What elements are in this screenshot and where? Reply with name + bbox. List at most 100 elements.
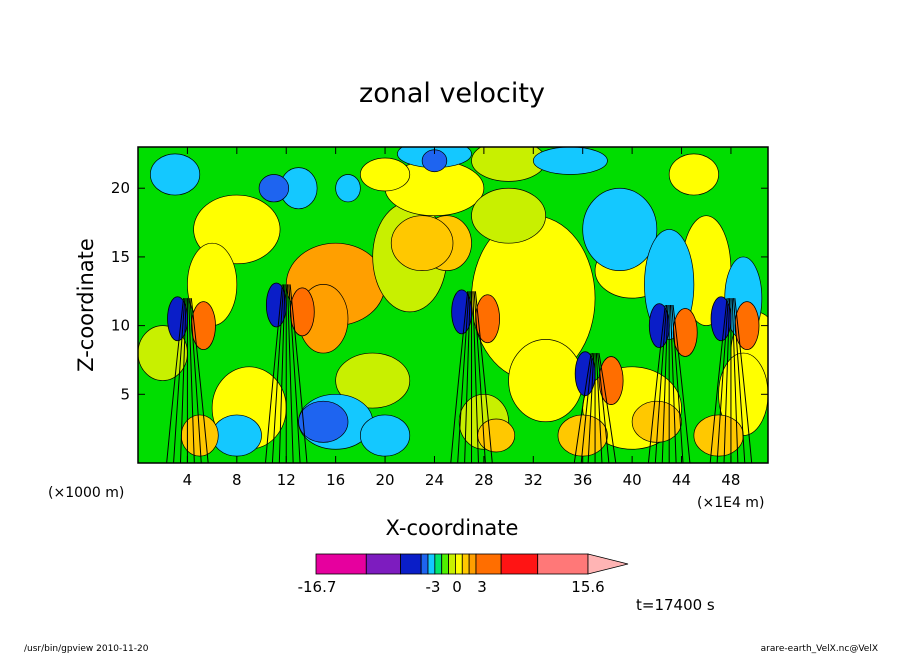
jet-layer xyxy=(166,282,760,463)
jet-0-contour-1 xyxy=(173,298,186,463)
colorbar-cell-9 xyxy=(461,553,470,575)
field-contour-24 xyxy=(532,147,608,175)
jet-1 xyxy=(264,282,315,463)
field-contour-14 xyxy=(508,338,584,423)
x-tick-label-3: 16 xyxy=(326,471,345,489)
jet-5-contour-5 xyxy=(733,298,746,463)
x-tick-label-10: 44 xyxy=(672,471,691,489)
x-tick-label-0: 4 xyxy=(183,471,193,489)
field-contour-29 xyxy=(360,414,411,457)
chart-title: zonal velocity xyxy=(359,78,545,109)
colorbar-cell-11 xyxy=(475,553,502,575)
colorbar-cell-2 xyxy=(400,553,422,575)
jet-3-contour-6 xyxy=(598,353,617,463)
jet-5-contour-6 xyxy=(734,298,753,463)
jet-1-contour-2 xyxy=(278,284,286,463)
jet-3 xyxy=(573,351,624,463)
jet-4-positive-core xyxy=(672,308,698,357)
colorbar-cell-4 xyxy=(427,553,436,575)
x-tick-label-1: 8 xyxy=(232,471,242,489)
colorbar-cell-7 xyxy=(448,553,456,575)
jet-1-contour-0 xyxy=(264,284,283,463)
jet-4-contour-5 xyxy=(671,304,684,463)
x-tick-label-8: 36 xyxy=(573,471,592,489)
y-tick-label-0: 5 xyxy=(120,385,130,403)
jet-5-contour-0 xyxy=(709,298,728,463)
field-contour-19 xyxy=(360,157,411,192)
jet-1-contour-5 xyxy=(288,284,301,463)
x-tick-label-6: 28 xyxy=(474,471,493,489)
field-contour-13 xyxy=(335,352,411,409)
field-contour-32 xyxy=(258,174,290,203)
jet-4 xyxy=(647,303,698,463)
colorbar-cell-3 xyxy=(420,553,429,575)
jet-2-contour-5 xyxy=(473,291,486,463)
field-contour-30 xyxy=(211,414,262,457)
colorbar-label-2: 0 xyxy=(452,578,462,596)
jet-4-contour-1 xyxy=(654,304,668,463)
jet-5-contour-2 xyxy=(723,298,731,463)
jet-3-contour-1 xyxy=(580,353,593,463)
colorbar-label-1: -3 xyxy=(426,578,441,596)
colorbar-cell-12 xyxy=(500,553,539,575)
x-tick-label-2: 12 xyxy=(277,471,296,489)
colorbar-cell-1 xyxy=(365,553,401,575)
colorbar-label-0: -16.7 xyxy=(298,578,337,596)
jet-0-contour-4 xyxy=(188,298,195,463)
colorbar-cell-5 xyxy=(434,553,443,575)
jet-0 xyxy=(166,296,216,463)
field-contour-21 xyxy=(582,187,658,272)
jet-0-contour-0 xyxy=(166,298,185,463)
y-axis-ticks: 5 10 15 20 xyxy=(111,179,768,403)
colorbar xyxy=(315,553,629,575)
colorbar-arrow xyxy=(587,553,629,575)
field-layer xyxy=(138,147,768,457)
colorbar-cell-10 xyxy=(468,553,477,575)
x-tick-label-9: 40 xyxy=(623,471,642,489)
jet-3-contour-2 xyxy=(587,353,595,463)
jet-5-positive-core xyxy=(734,301,760,351)
jet-1-positive-core xyxy=(289,287,315,337)
jet-1-contour-4 xyxy=(287,284,294,463)
time-label: t=17400 s xyxy=(636,596,715,614)
y-tick-label-1: 10 xyxy=(111,317,130,335)
field-contour-27 xyxy=(150,153,201,196)
jet-4-contour-0 xyxy=(647,304,666,463)
colorbar-cell-6 xyxy=(441,553,449,575)
jet-4-contour-6 xyxy=(672,304,691,463)
jet-2-contour-2 xyxy=(464,291,471,463)
jet-2-contour-0 xyxy=(450,291,469,463)
jet-5-contour-1 xyxy=(716,298,729,463)
x-tick-label-7: 32 xyxy=(524,471,543,489)
jet-2-positive-core xyxy=(475,294,500,344)
jet-2 xyxy=(450,289,500,463)
colorbar-labels: -16.7 -3 0 3 15.6 xyxy=(298,578,605,596)
field-contour-31 xyxy=(298,400,349,443)
colorbar-cell-13 xyxy=(537,553,589,575)
field-contour-20 xyxy=(668,153,719,196)
x-axis-ticks: 4 8 12 16 20 24 28 32 36 40 44 48 xyxy=(183,147,740,489)
x-tick-label-4: 20 xyxy=(376,471,395,489)
jet-2-contour-6 xyxy=(474,291,493,463)
y-tick-label-2: 15 xyxy=(111,248,130,266)
jet-3-contour-4 xyxy=(595,353,603,463)
plot-frame xyxy=(137,146,769,464)
jet-3-contour-0 xyxy=(573,353,592,463)
field-contour-8 xyxy=(471,187,546,244)
y-tick-label-3: 20 xyxy=(111,179,130,197)
jet-0-contour-5 xyxy=(189,298,202,463)
jet-0-contour-2 xyxy=(179,298,187,463)
footer-left: /usr/bin/gpview 2010-11-20 xyxy=(24,644,149,654)
footer-right: arare-earth_VelX.nc@VelX xyxy=(761,644,878,654)
jet-0-contour-6 xyxy=(190,298,209,463)
colorbar-cell-0 xyxy=(315,553,367,575)
jet-1-contour-1 xyxy=(271,284,285,463)
x-axis-label: X-coordinate xyxy=(386,516,519,540)
plot-area xyxy=(138,147,768,463)
jet-2-contour-1 xyxy=(457,291,470,463)
colorbar-cell-8 xyxy=(455,553,463,575)
field-contour-35 xyxy=(390,215,454,272)
y-axis-label: Z-coordinate xyxy=(74,238,98,372)
jet-3-contour-5 xyxy=(597,353,610,463)
